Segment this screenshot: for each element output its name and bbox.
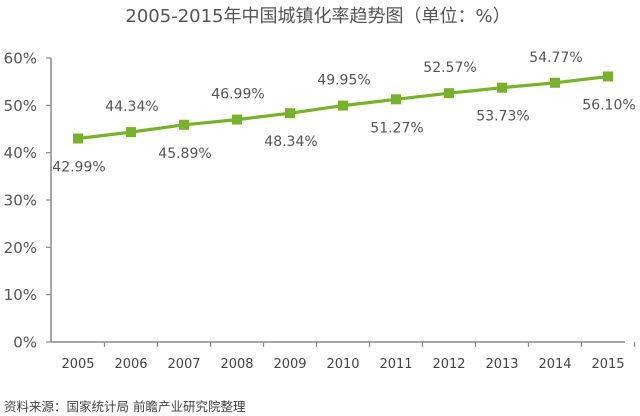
data-markers [73, 71, 613, 144]
source-note: 资料来源：国家统计局 前瞻产业研究院整理 [4, 399, 246, 414]
x-tick-label: 2007 [167, 357, 200, 372]
y-axis-ticks: 0% 10% 20% 30% 40% 50% 60% [4, 50, 51, 352]
data-label: 49.95% [317, 73, 370, 89]
x-tick-label: 2010 [326, 357, 359, 372]
x-tick-label: 2013 [485, 357, 518, 372]
data-point-marker [338, 100, 348, 111]
y-tick-label: 30% [4, 192, 37, 210]
data-label: 42.99% [52, 160, 105, 176]
data-label: 51.27% [370, 120, 423, 136]
data-point-marker [126, 127, 136, 138]
x-tick-label: 2008 [220, 357, 253, 372]
x-tick-label: 2015 [591, 357, 624, 372]
data-point-marker [444, 88, 454, 99]
x-tick-label: 2005 [61, 357, 94, 372]
data-label: 52.57% [423, 60, 476, 76]
x-tick-label: 2006 [114, 357, 147, 372]
data-label: 46.99% [211, 87, 264, 103]
data-label: 56.10% [582, 97, 635, 113]
x-tick-label: 2009 [273, 357, 306, 372]
data-label: 48.34% [264, 134, 317, 150]
x-axis-ticks: 2005 2006 2007 2008 2009 2010 2011 2012 2013 2014… [61, 342, 636, 372]
y-tick-label: 20% [4, 239, 37, 257]
data-point-marker [550, 77, 560, 88]
x-tick-label: 2011 [379, 357, 412, 372]
data-label: 53.73% [476, 109, 529, 125]
x-tick-label: 2014 [538, 357, 571, 372]
data-label: 45.89% [158, 146, 211, 162]
chart-title: 2005-2015年中国城镇化率趋势图（单位：%） [125, 6, 510, 27]
y-tick-label: 60% [4, 50, 37, 68]
data-point-marker [73, 133, 83, 144]
data-labels: 42.99% 44.34% 45.89% 46.99% 48.34% 49.95% 51.2… [52, 50, 635, 176]
data-point-marker [603, 71, 613, 82]
data-label: 44.34% [105, 99, 158, 115]
data-point-marker [391, 94, 401, 105]
data-point-marker [285, 108, 295, 119]
y-tick-label: 40% [4, 144, 37, 162]
data-point-marker [497, 82, 507, 93]
y-tick-label: 50% [4, 97, 37, 115]
x-tick-label: 2012 [432, 357, 465, 372]
data-point-marker [179, 119, 189, 130]
y-tick-label: 0% [13, 334, 37, 352]
y-tick-label: 10% [4, 286, 37, 304]
data-point-marker [232, 114, 242, 125]
data-label: 54.77% [529, 50, 582, 66]
